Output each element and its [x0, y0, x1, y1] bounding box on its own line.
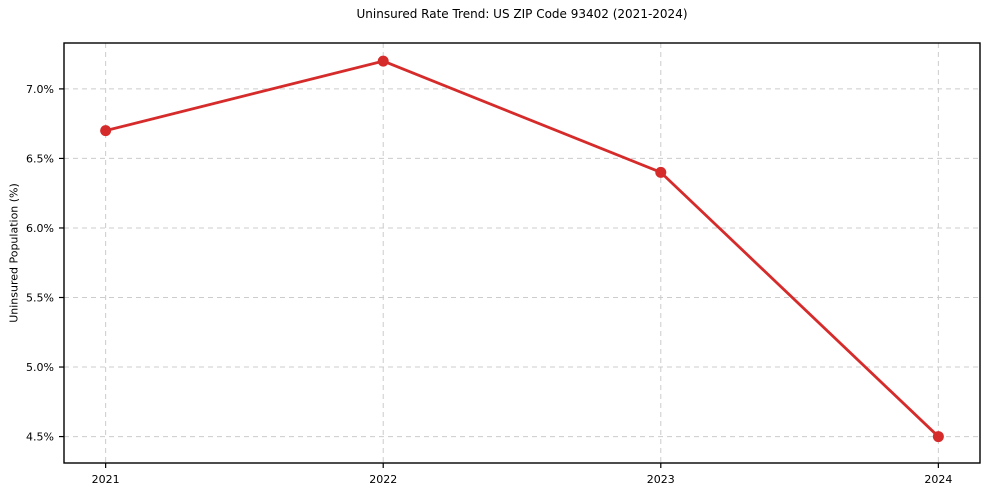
data-point-marker	[377, 55, 389, 67]
data-point-marker	[655, 166, 667, 178]
y-tick-label: 5.5%	[26, 292, 54, 305]
x-tick-label: 2022	[369, 473, 397, 486]
y-tick-label: 6.5%	[26, 152, 54, 165]
x-tick-label: 2021	[92, 473, 120, 486]
trend-line	[104, 59, 940, 438]
y-tick-label: 7.0%	[26, 83, 54, 96]
data-point-marker	[932, 431, 944, 443]
y-tick-label: 4.5%	[26, 431, 54, 444]
y-tick-label: 5.0%	[26, 361, 54, 374]
x-tick-label: 2023	[647, 473, 675, 486]
chart-title: Uninsured Rate Trend: US ZIP Code 93402 …	[356, 7, 688, 21]
plot-border	[63, 42, 981, 464]
x-tick-label: 2024	[924, 473, 952, 486]
y-tick-label: 6.0%	[26, 222, 54, 235]
data-point-marker	[100, 125, 112, 137]
